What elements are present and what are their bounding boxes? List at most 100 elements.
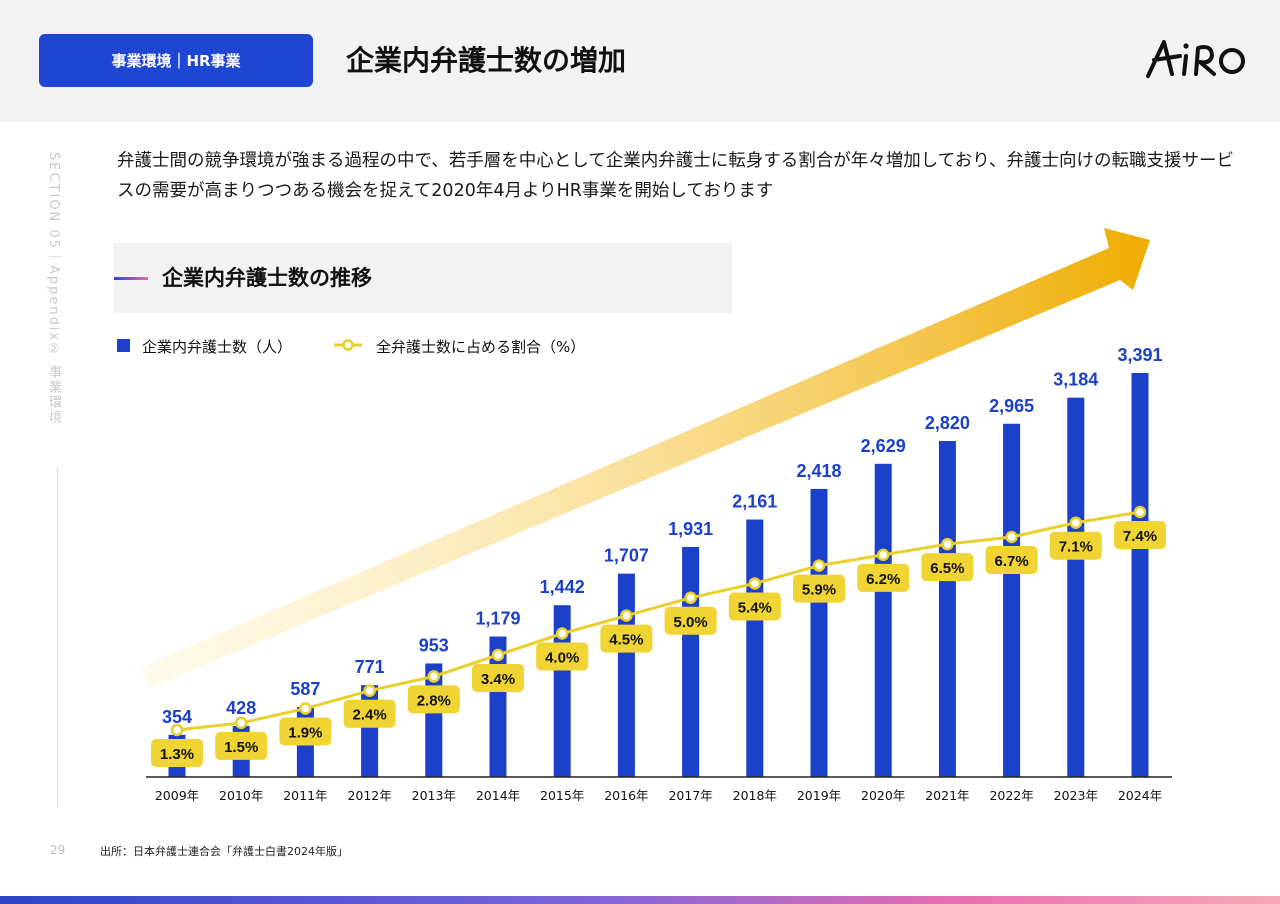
bar (682, 546, 700, 777)
bar-value-label: 2,161 (732, 492, 777, 512)
ratio-label-box (472, 663, 524, 692)
ratio-point (684, 591, 697, 605)
x-tick-label: 2020年 (861, 788, 905, 803)
bar-value-label: 587 (290, 679, 320, 699)
x-tick-label: 2018年 (733, 788, 777, 803)
ratio-value-label: 6.7% (994, 553, 1028, 570)
ratio-value-label: 5.4% (738, 599, 772, 616)
ratio-point (1069, 516, 1083, 529)
ratio-point (234, 716, 248, 730)
bar (746, 519, 764, 777)
ratio-point (941, 537, 954, 551)
footer-gradient-bar (0, 896, 1280, 904)
ratio-label-box (793, 574, 845, 603)
ratio-value-label: 6.5% (930, 560, 964, 577)
x-tick-label: 2014年 (476, 788, 520, 803)
ratio-value-label: 5.9% (802, 582, 836, 599)
bar-value-label: 3,391 (1117, 345, 1162, 365)
chart-subhead: 企業内弁護士数の推移 (162, 266, 372, 290)
ratio-point (1133, 505, 1147, 519)
bar (1131, 373, 1149, 777)
bar (617, 573, 635, 777)
source-note: 出所：日本弁護士連合会「弁護士白書2024年版」 (100, 845, 348, 858)
ratio-label-box (215, 731, 268, 760)
bar-value-label: 2,629 (861, 436, 906, 456)
ratio-label-box (985, 546, 1038, 575)
page-title: 企業内弁護士数の増加 (346, 44, 627, 77)
x-tick-label: 2009年 (155, 788, 199, 803)
ratio-point (363, 684, 376, 697)
page-number: 29 (50, 843, 66, 857)
subhead-accent-line (114, 277, 148, 280)
ratio-value-label: 1.3% (160, 746, 194, 763)
bar-value-label: 1,442 (540, 577, 585, 597)
company-logo (1146, 40, 1245, 78)
ratio-point (555, 627, 569, 640)
bar-value-label: 2,820 (925, 413, 970, 433)
ratio-value-label: 2.4% (352, 707, 386, 724)
bar (938, 441, 956, 777)
ratio-value-label: 4.0% (545, 650, 579, 667)
trend-arrow (140, 228, 1150, 688)
bar-value-label: 1,707 (604, 546, 649, 566)
ratio-value-label: 5.0% (673, 614, 707, 631)
bar-value-label: 3,184 (1053, 370, 1098, 390)
bar (361, 685, 379, 777)
bar (874, 463, 892, 777)
side-section-label: SECTION 05｜Appendix② 事業環境 (46, 152, 61, 426)
ratio-point (170, 723, 184, 737)
bar-value-label: 354 (162, 707, 192, 727)
ratio-label-box (407, 685, 460, 714)
ratio-label-box (664, 606, 717, 635)
ratio-label-box (1114, 521, 1166, 549)
x-tick-label: 2011年 (283, 788, 327, 803)
bar-value-label: 953 (419, 635, 449, 655)
x-tick-label: 2023年 (1054, 788, 1098, 803)
x-tick-label: 2022年 (989, 788, 1033, 803)
ratio-value-label: 1.9% (288, 725, 322, 742)
ratio-value-label: 3.4% (481, 671, 515, 688)
bar-value-label: 1,931 (668, 519, 713, 539)
bar-value-label: 428 (226, 698, 256, 718)
ratio-point (1005, 530, 1018, 544)
ratio-point (299, 702, 312, 715)
ratio-point (427, 670, 441, 683)
section-badge: 事業環境｜HR事業 (39, 34, 313, 87)
x-tick-label: 2019年 (797, 788, 841, 803)
ratio-label-box (600, 624, 653, 653)
bar (1067, 397, 1085, 777)
x-tick-label: 2021年 (925, 788, 969, 803)
ratio-label-box (151, 739, 203, 767)
x-tick-label: 2013年 (412, 788, 456, 803)
ratio-point (748, 577, 762, 590)
intro-text: 弁護士間の競争環境が強まる過程の中で、若手層を中心として企業内弁護士に転身する割… (117, 151, 1235, 201)
legend-line-marker (342, 339, 354, 351)
bar-value-label: 2,965 (989, 396, 1034, 416)
header: 事業環境｜HR事業 企業内弁護士数の増加 (0, 0, 1280, 122)
legend-line-label: 全弁護士数に占める割合（%） (376, 338, 585, 356)
ratio-line (176, 510, 1141, 732)
x-tick-label: 2016年 (604, 788, 648, 803)
ratio-label-box (728, 592, 781, 621)
ratio-value-label: 7.1% (1059, 539, 1093, 556)
x-tick-label: 2017年 (668, 788, 712, 803)
ratio-point (812, 559, 826, 572)
legend-bar-label: 企業内弁護士数（人） (142, 338, 292, 356)
bar (810, 488, 828, 777)
ratio-point (876, 548, 890, 562)
bar (1003, 423, 1021, 777)
subhead-box (114, 243, 732, 313)
ratio-label-box (536, 642, 589, 671)
side-divider (57, 468, 58, 808)
ratio-label-box (279, 717, 332, 746)
ratio-point (620, 609, 633, 622)
ratio-label-box (857, 563, 910, 592)
x-tick-label: 2010年 (219, 788, 263, 803)
x-tick-label: 2015年 (540, 788, 584, 803)
legend-bar-swatch (117, 339, 130, 352)
ratio-label-box (921, 553, 974, 582)
ratio-point (491, 648, 505, 662)
x-tick-label: 2012年 (347, 788, 391, 803)
ratio-label-box (1049, 531, 1102, 560)
